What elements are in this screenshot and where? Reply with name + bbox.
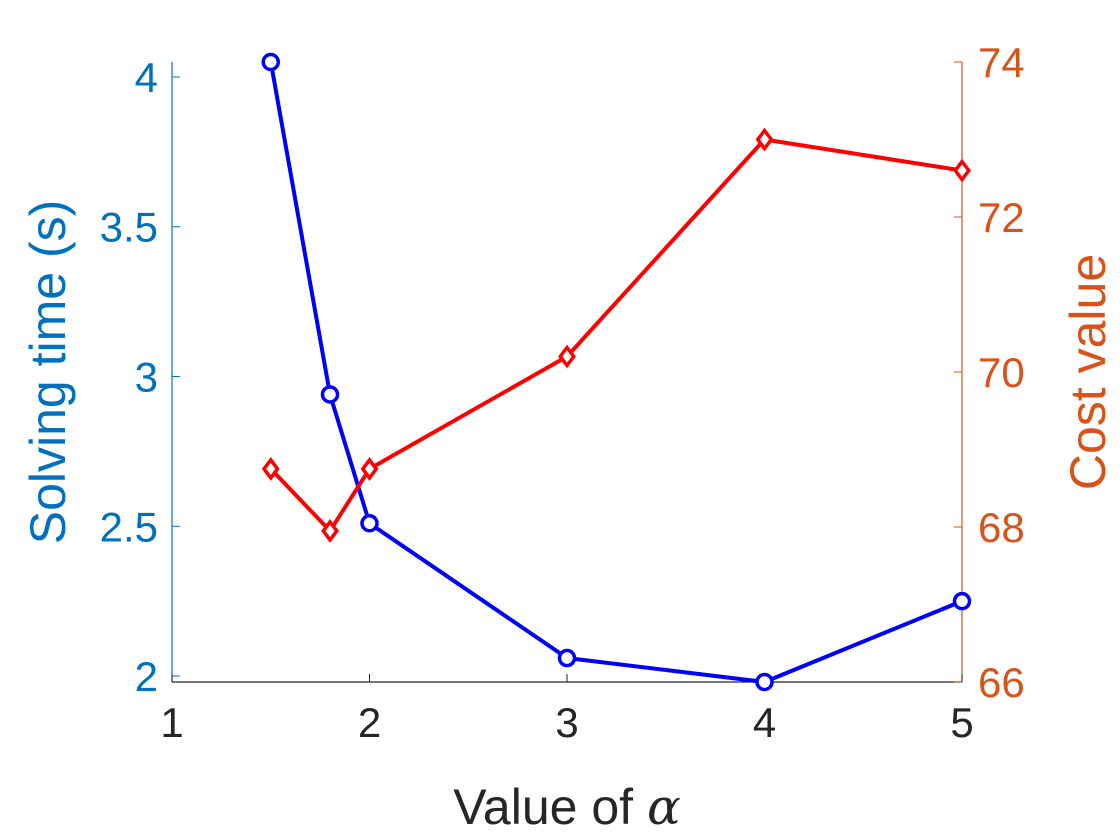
series-1-line (269, 137, 963, 533)
y-right-tick-label-4: 74 (978, 39, 1025, 86)
x-tick-label-3: 4 (753, 699, 776, 746)
series-0-point-0 (261, 52, 280, 72)
series-0-line (268, 61, 963, 684)
labels: Solving time (s) Cost value Value of α (20, 200, 1116, 836)
x-tick-label-1: 2 (358, 699, 381, 746)
series-0-point-2 (360, 514, 379, 533)
y-left-tick-label-1: 2.5 (100, 503, 158, 550)
y-left-tick-label-3: 3.5 (100, 204, 158, 251)
series-0-point-5 (952, 591, 972, 611)
series-layer (261, 52, 972, 692)
y-left-tick-label-2: 3 (135, 353, 158, 400)
series-0-point-4 (755, 672, 774, 692)
series-1-point-3 (558, 344, 576, 369)
y-right-tick-label-2: 70 (978, 349, 1025, 396)
y-right-tick-label-0: 66 (978, 659, 1025, 706)
series-1-point-5 (953, 158, 971, 183)
x-tick-label-2: 3 (555, 699, 578, 746)
series-1-point-1 (321, 518, 339, 543)
y-left-axis-title: Solving time (s) (20, 200, 76, 545)
y-right-axis-title: Cost value (1060, 254, 1116, 490)
y-left-tick-label-4: 4 (135, 54, 158, 101)
x-tick-label-4: 5 (950, 699, 973, 746)
series-0-point-1 (320, 385, 340, 404)
x-tick-label-0: 1 (160, 699, 183, 746)
series-0-point-3 (557, 648, 577, 668)
x-axis-title-text: Value of (453, 779, 647, 835)
y-right-tick-label-1: 68 (978, 504, 1025, 551)
x-axis-title-symbol: α (647, 778, 681, 836)
plot-area (172, 62, 962, 682)
series-1-point-0 (261, 456, 280, 481)
series-1-point-2 (360, 456, 379, 481)
x-axis-title: Value of α (453, 778, 680, 836)
series-1-point-4 (755, 127, 774, 152)
y-left-tick-label-0: 2 (135, 653, 158, 700)
y-right-tick-label-3: 72 (978, 194, 1025, 241)
